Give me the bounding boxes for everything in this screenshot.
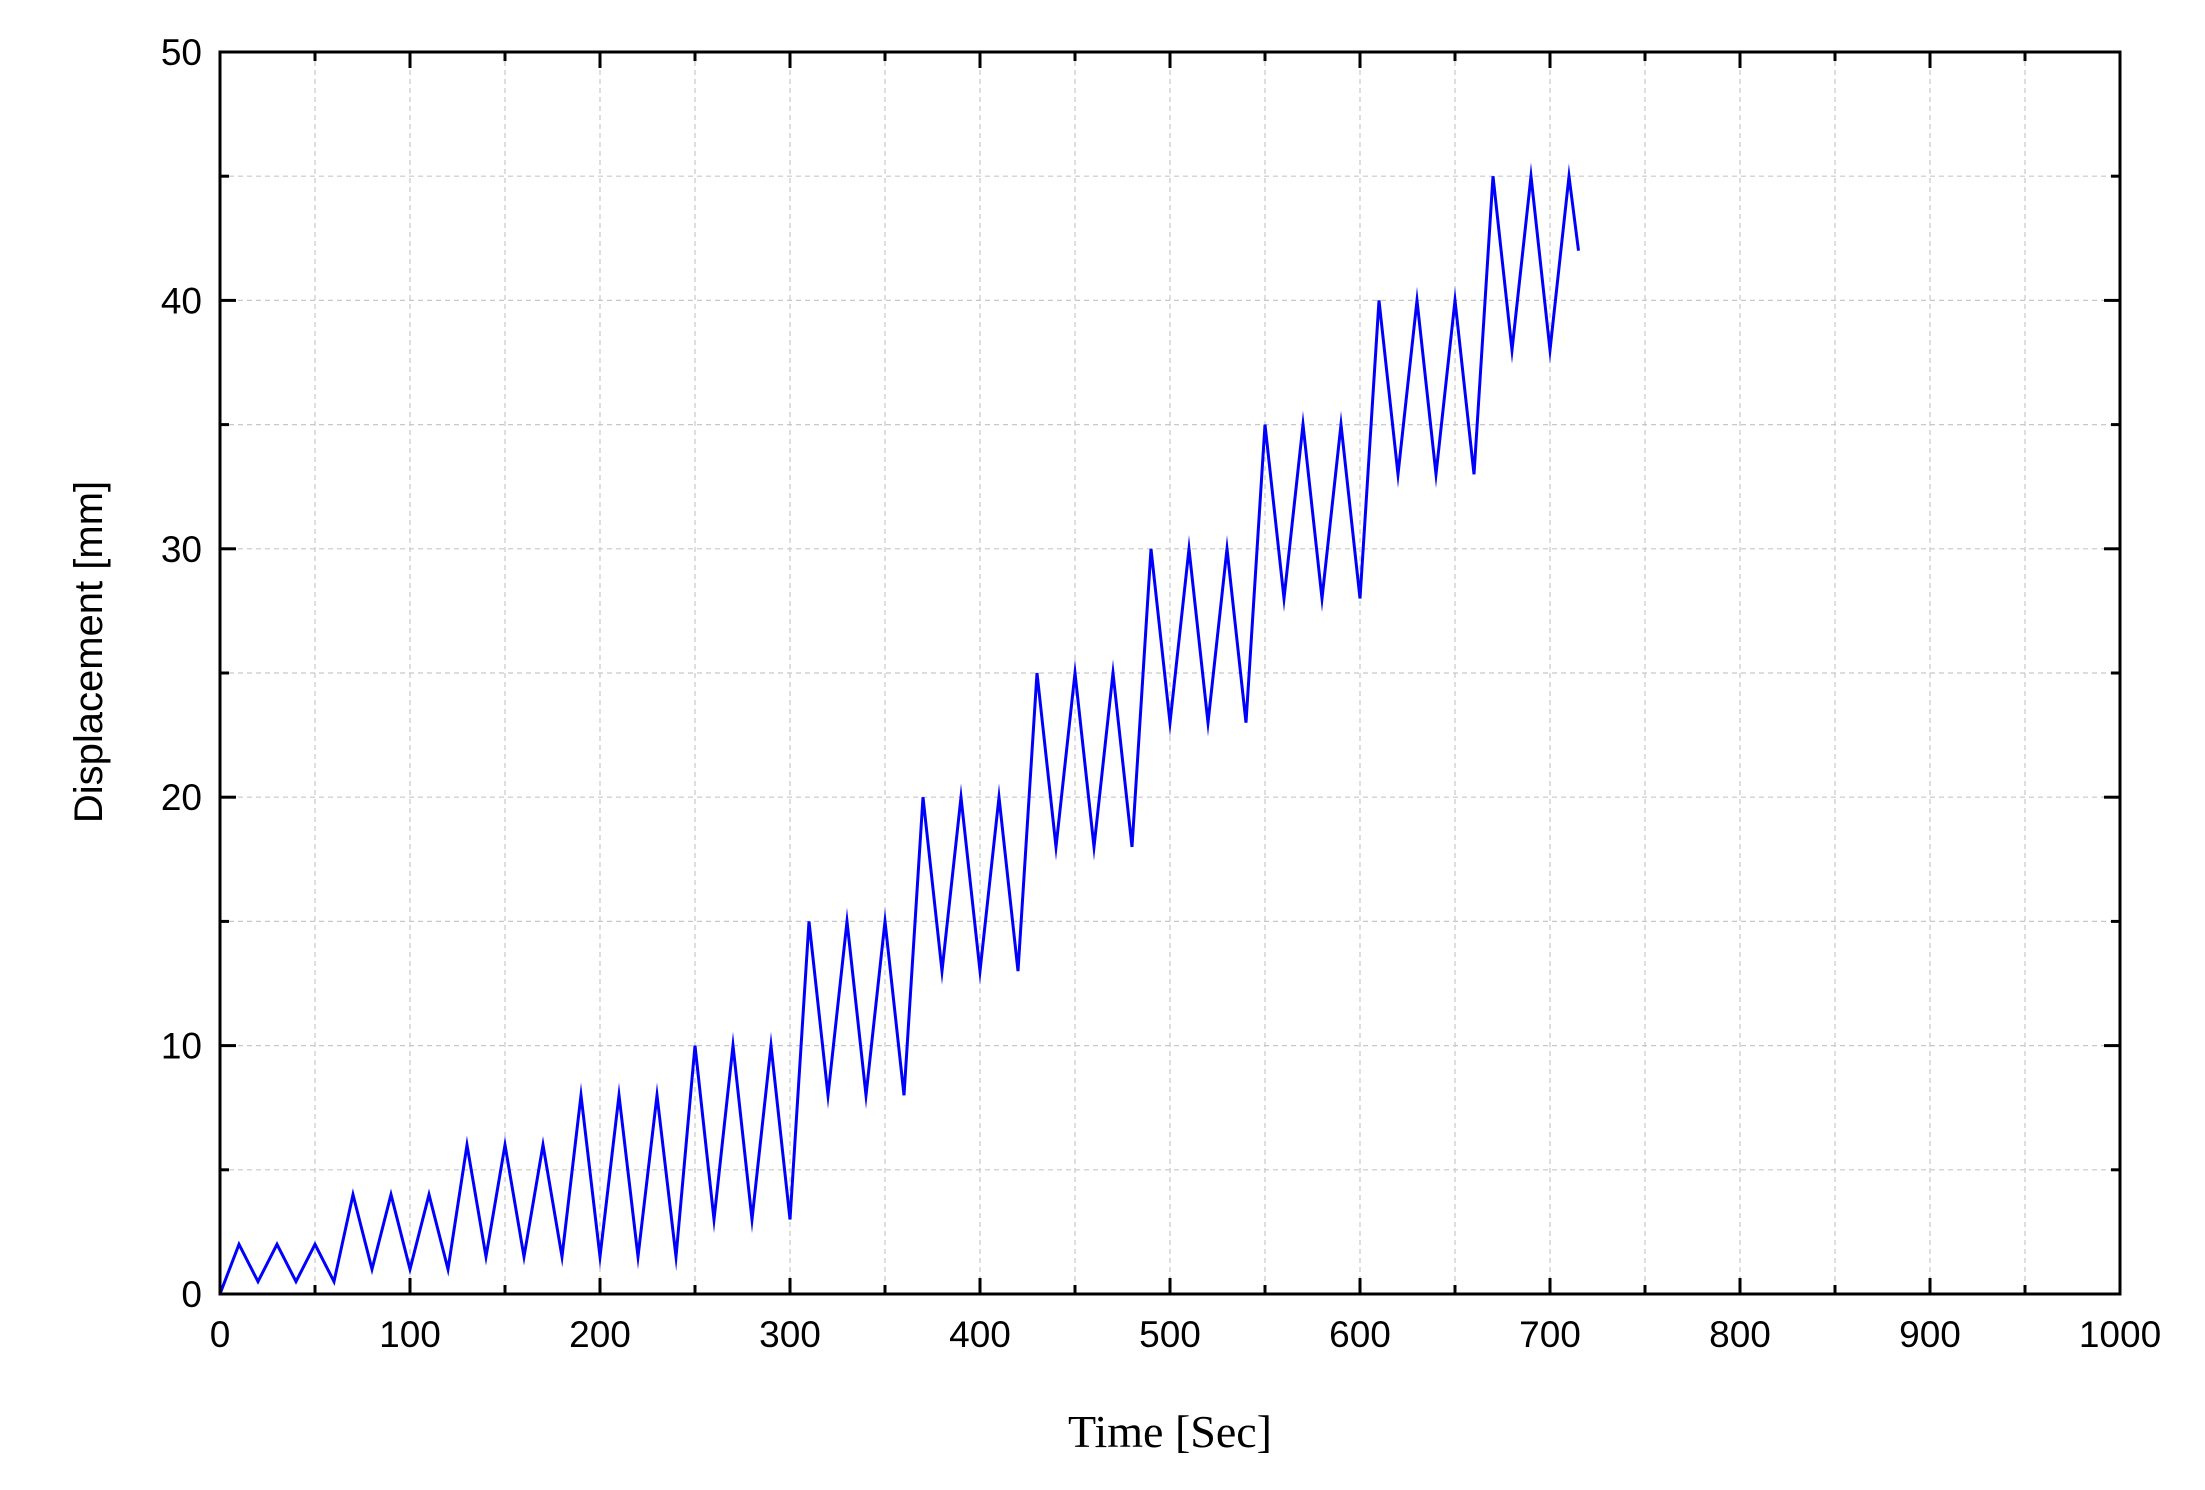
grid	[220, 52, 2120, 1294]
y-tick-label: 0	[181, 1274, 202, 1315]
series-line	[218, 162, 1580, 1295]
x-tick-labels: 0 100 200 300 400 500 600 700 800 900 1000	[210, 1314, 2161, 1355]
y-tick-label: 20	[161, 777, 202, 818]
y-tick-labels: 0 10 20 30 40 50	[161, 32, 202, 1315]
series-layer	[218, 162, 1580, 1295]
x-tick-label: 200	[569, 1314, 631, 1355]
y-tick-label: 50	[161, 32, 202, 73]
x-tick-label: 0	[210, 1314, 231, 1355]
y-axis-label: Displacement [mm]	[67, 481, 111, 823]
x-tick-label: 600	[1329, 1314, 1391, 1355]
x-tick-label: 1000	[2079, 1314, 2161, 1355]
plot-frame	[218, 50, 2122, 1296]
x-tick-label: 500	[1139, 1314, 1201, 1355]
x-tick-label: 900	[1899, 1314, 1961, 1355]
x-tick-label: 300	[759, 1314, 821, 1355]
x-tick-label: 100	[379, 1314, 441, 1355]
x-tick-label: 700	[1519, 1314, 1581, 1355]
x-tick-label: 400	[949, 1314, 1011, 1355]
y-tick-label: 10	[161, 1026, 202, 1067]
x-axis-label: Time [Sec]	[1068, 1406, 1272, 1457]
y-tick-label: 40	[161, 280, 202, 321]
x-tick-label: 800	[1709, 1314, 1771, 1355]
y-tick-label: 30	[161, 529, 202, 570]
